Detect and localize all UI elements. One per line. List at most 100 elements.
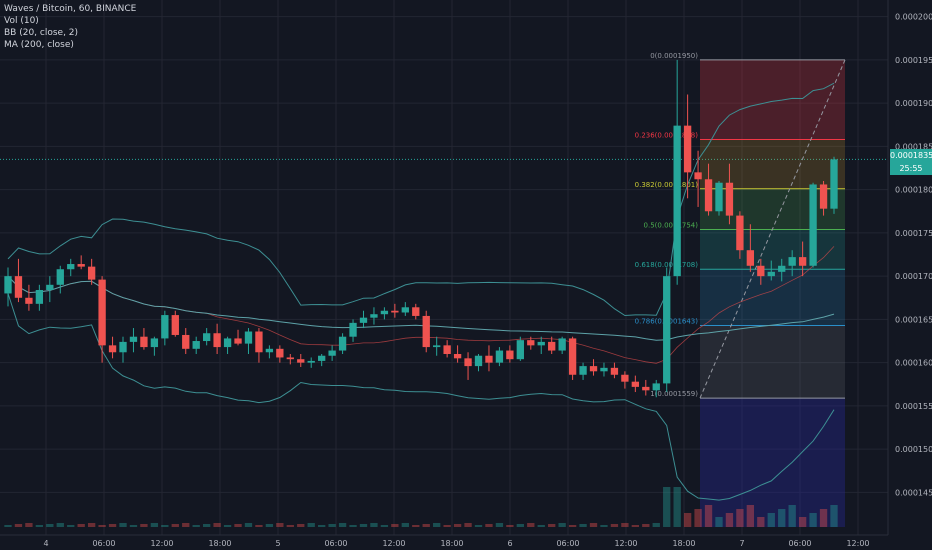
candle-body xyxy=(485,355,493,363)
volume-bar xyxy=(485,524,493,527)
volume-bar xyxy=(338,523,347,527)
volume-bar xyxy=(182,523,190,527)
candle-body xyxy=(286,357,294,360)
volume-bar xyxy=(67,525,75,527)
candle-body xyxy=(380,310,389,315)
volume-bar xyxy=(56,523,64,527)
candle-body xyxy=(422,315,430,348)
volume-bar xyxy=(694,509,702,527)
volume-bar xyxy=(286,525,294,527)
legend-moving-average[interactable]: MA (200, close) xyxy=(4,40,74,50)
volume-bar xyxy=(631,525,640,527)
volume-bar xyxy=(234,524,242,527)
volume-bar xyxy=(568,525,577,527)
fib-zone xyxy=(700,269,845,326)
legend-bollinger[interactable]: BB (20, close, 2) xyxy=(4,28,79,38)
moving-average-200 xyxy=(7,275,835,341)
volume-bar xyxy=(537,525,545,527)
candle-body xyxy=(474,355,483,367)
candle-body xyxy=(819,184,828,209)
grid xyxy=(0,0,888,535)
candle-body xyxy=(108,345,117,353)
volume-bar xyxy=(192,525,200,527)
volume-bar xyxy=(255,525,263,527)
volume-bar xyxy=(213,523,221,527)
candle-body xyxy=(318,355,326,361)
volume-bar xyxy=(516,524,524,527)
candle-body xyxy=(129,336,138,342)
volume-bar xyxy=(244,523,253,527)
volume-bar xyxy=(318,525,326,527)
indicator-legend: Waves / Bitcoin, 60, BINANCE Vol (10) BB… xyxy=(4,3,136,51)
candle-body xyxy=(642,386,650,391)
fib-level-label: 0.236(0.0001858) xyxy=(635,131,699,139)
fib-zone xyxy=(700,325,845,399)
candle-body xyxy=(830,159,838,209)
volume-bar xyxy=(600,525,608,527)
symbol-title[interactable]: Waves / Bitcoin, 60, BINANCE xyxy=(4,4,137,14)
candle-body xyxy=(600,367,608,372)
candle-body xyxy=(495,350,504,363)
volume-bar xyxy=(35,525,44,527)
candle-body xyxy=(35,289,44,304)
volume-bar xyxy=(98,525,106,527)
volume-bar xyxy=(495,523,504,527)
time-tick-label: 06:00 xyxy=(324,539,347,548)
candle-body xyxy=(506,350,514,360)
candle-body xyxy=(527,340,535,346)
candle-body xyxy=(307,360,315,363)
volume-bar xyxy=(129,525,138,527)
volume-bar xyxy=(527,523,535,527)
candlesticks xyxy=(4,59,838,398)
time-tick-label: 6 xyxy=(507,539,512,548)
candle-body xyxy=(621,374,629,382)
volume-bar xyxy=(276,523,284,527)
candle-body xyxy=(433,345,441,348)
candle-body xyxy=(757,265,765,277)
candle-body xyxy=(798,257,807,266)
volume-bar xyxy=(328,524,336,527)
legend-volume[interactable]: Vol (10) xyxy=(4,16,39,26)
candle-body xyxy=(338,336,347,351)
candle-body xyxy=(276,348,284,358)
candle-body xyxy=(14,276,23,298)
candle-body xyxy=(725,182,734,216)
volume-bar xyxy=(621,523,629,527)
candle-body xyxy=(192,341,200,349)
time-tick-label: 18:00 xyxy=(672,539,695,548)
time-tick-label: 4 xyxy=(43,539,48,548)
volume-bar xyxy=(108,524,117,527)
candle-body xyxy=(558,338,566,351)
candle-body xyxy=(610,367,619,375)
volume-bar xyxy=(297,524,305,527)
fib-trend-line xyxy=(699,59,846,399)
time-tick-label: 06:00 xyxy=(556,539,579,548)
candle-body xyxy=(548,341,556,351)
candle-body xyxy=(401,307,409,313)
fib-level-label: 1(0.0001559) xyxy=(650,390,698,398)
fib-level-label: 0.5(0.0001754) xyxy=(644,221,699,229)
volume-bar xyxy=(359,524,368,527)
candle-body xyxy=(25,297,33,304)
fib-level-label: 0.382(0.0001801) xyxy=(635,181,699,189)
price-tick-label: 0.0001450 xyxy=(895,488,932,497)
fib-zone-extension xyxy=(700,398,845,527)
candle-body xyxy=(98,279,106,346)
fib-level-label: 0(0.0001950) xyxy=(650,52,698,60)
volume-bar xyxy=(683,513,692,527)
time-tick-label: 06:00 xyxy=(788,539,811,548)
volume-bar xyxy=(778,509,786,527)
volume-bar xyxy=(673,487,681,527)
volume-bar xyxy=(767,513,775,527)
time-axis[interactable]: 4 06:00 12:00 18:00 5 06:00 12:00 18:00 6 06:00 12… xyxy=(43,539,869,548)
volume-bar xyxy=(46,524,54,527)
fib-zone xyxy=(700,59,845,140)
countdown-badge: 25:55 xyxy=(890,162,932,175)
candle-body xyxy=(631,381,640,387)
volume-bar xyxy=(433,523,441,527)
volume-bars xyxy=(4,487,838,527)
volume-bar xyxy=(548,524,556,527)
